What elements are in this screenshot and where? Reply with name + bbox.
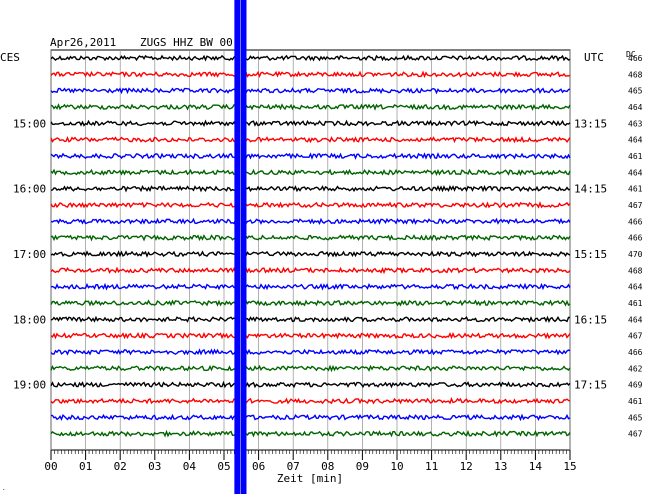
dc-value-label: 466 bbox=[628, 217, 643, 226]
seismic-trace bbox=[50, 152, 571, 160]
x-tick-label: 06 bbox=[252, 460, 265, 473]
header-station: ZUGS HHZ BW 00 bbox=[140, 36, 233, 49]
left-hour-label: 19:00 bbox=[13, 379, 46, 392]
dc-value-label: 464 bbox=[628, 136, 643, 145]
header-date: Apr26,2011 bbox=[50, 36, 116, 49]
right-hour-label: 14:15 bbox=[574, 183, 607, 196]
dc-value-label: 468 bbox=[628, 70, 643, 79]
dc-value-label: 461 bbox=[628, 299, 643, 308]
seismic-trace bbox=[50, 250, 571, 258]
dc-value-label: 463 bbox=[628, 119, 643, 128]
dc-value-label: 465 bbox=[628, 413, 643, 422]
dc-value-label: 464 bbox=[628, 168, 643, 177]
dc-value-label: 466 bbox=[628, 54, 643, 63]
x-tick-label: 15 bbox=[563, 460, 576, 473]
seismic-trace bbox=[50, 429, 571, 438]
seismic-trace bbox=[50, 266, 571, 275]
seismic-trace bbox=[50, 87, 571, 95]
dc-value-label: 461 bbox=[628, 397, 643, 406]
x-tick-label: 10 bbox=[390, 460, 403, 473]
dc-value-label: 467 bbox=[628, 332, 643, 341]
seismic-trace bbox=[50, 413, 571, 422]
dc-value-label: 467 bbox=[628, 430, 643, 439]
x-tick-label: 02 bbox=[114, 460, 127, 473]
right-timezone-label: UTC bbox=[584, 51, 604, 64]
seismic-trace bbox=[50, 364, 571, 373]
dc-value-label: 468 bbox=[628, 266, 643, 275]
seismic-trace bbox=[50, 234, 571, 242]
seismic-trace bbox=[50, 119, 571, 128]
seismic-trace bbox=[50, 103, 571, 111]
right-hour-label: 15:15 bbox=[574, 248, 607, 261]
dc-value-label: 466 bbox=[628, 234, 643, 243]
dc-value-label: 467 bbox=[628, 201, 643, 210]
x-tick-label: 04 bbox=[183, 460, 197, 473]
seismic-event-band bbox=[234, 0, 247, 494]
left-hour-label: 16:00 bbox=[13, 183, 46, 196]
dc-value-label: 466 bbox=[628, 348, 643, 357]
dc-value-label: 470 bbox=[628, 250, 643, 259]
x-tick-label: 09 bbox=[356, 460, 369, 473]
dc-value-label: 465 bbox=[628, 87, 643, 96]
seismic-trace bbox=[50, 315, 570, 324]
x-tick-label: 14 bbox=[529, 460, 543, 473]
dc-value-label: 461 bbox=[628, 152, 643, 161]
plot-frame bbox=[50, 49, 571, 451]
seismic-trace bbox=[50, 184, 571, 193]
x-axis-title: Zeit [min] bbox=[277, 472, 343, 485]
dc-value-label: 464 bbox=[628, 283, 643, 292]
dc-value-label: 461 bbox=[628, 185, 643, 194]
x-tick-label: 12 bbox=[460, 460, 473, 473]
dc-column-header: DC bbox=[626, 50, 636, 59]
seismic-trace bbox=[50, 217, 571, 225]
seismic-trace bbox=[50, 397, 571, 405]
x-tick-label: 11 bbox=[425, 460, 438, 473]
seismic-trace bbox=[50, 380, 571, 389]
dc-value-label: 464 bbox=[628, 103, 643, 112]
dc-value-label: 464 bbox=[628, 315, 643, 324]
axis-labels: 00 01 02 03 04 05 06 07 08 09 10 11 12 13 14 15 466 468 46… bbox=[13, 54, 643, 473]
seismic-trace bbox=[50, 135, 571, 144]
seismic-trace bbox=[50, 201, 571, 209]
right-hour-label: 17:15 bbox=[574, 379, 607, 392]
left-hour-label: 18:00 bbox=[13, 313, 46, 326]
seismic-trace bbox=[50, 70, 571, 79]
seismic-trace bbox=[50, 299, 571, 307]
seismic-trace bbox=[50, 54, 571, 62]
trace-group bbox=[50, 54, 571, 438]
seismic-trace bbox=[50, 168, 571, 177]
time-grid bbox=[50, 49, 571, 460]
x-tick-label: 01 bbox=[79, 460, 92, 473]
corner-mark: . bbox=[2, 485, 6, 492]
seismic-trace bbox=[50, 348, 571, 356]
x-tick-label: 08 bbox=[321, 460, 334, 473]
dc-value-label: 469 bbox=[628, 381, 643, 390]
right-hour-label: 16:15 bbox=[574, 313, 607, 326]
seismic-trace bbox=[50, 331, 571, 340]
seismic-trace bbox=[50, 282, 571, 291]
x-tick-label: 03 bbox=[148, 460, 161, 473]
left-hour-label: 15:00 bbox=[13, 117, 46, 130]
dc-value-label: 462 bbox=[628, 364, 643, 373]
x-tick-label: 13 bbox=[494, 460, 507, 473]
left-timezone-label: CES bbox=[0, 51, 20, 64]
x-tick-label: 05 bbox=[217, 460, 230, 473]
right-hour-label: 13:15 bbox=[574, 117, 607, 130]
left-hour-label: 17:00 bbox=[13, 248, 46, 261]
x-tick-label: 00 bbox=[44, 460, 57, 473]
x-tick-label: 07 bbox=[287, 460, 300, 473]
